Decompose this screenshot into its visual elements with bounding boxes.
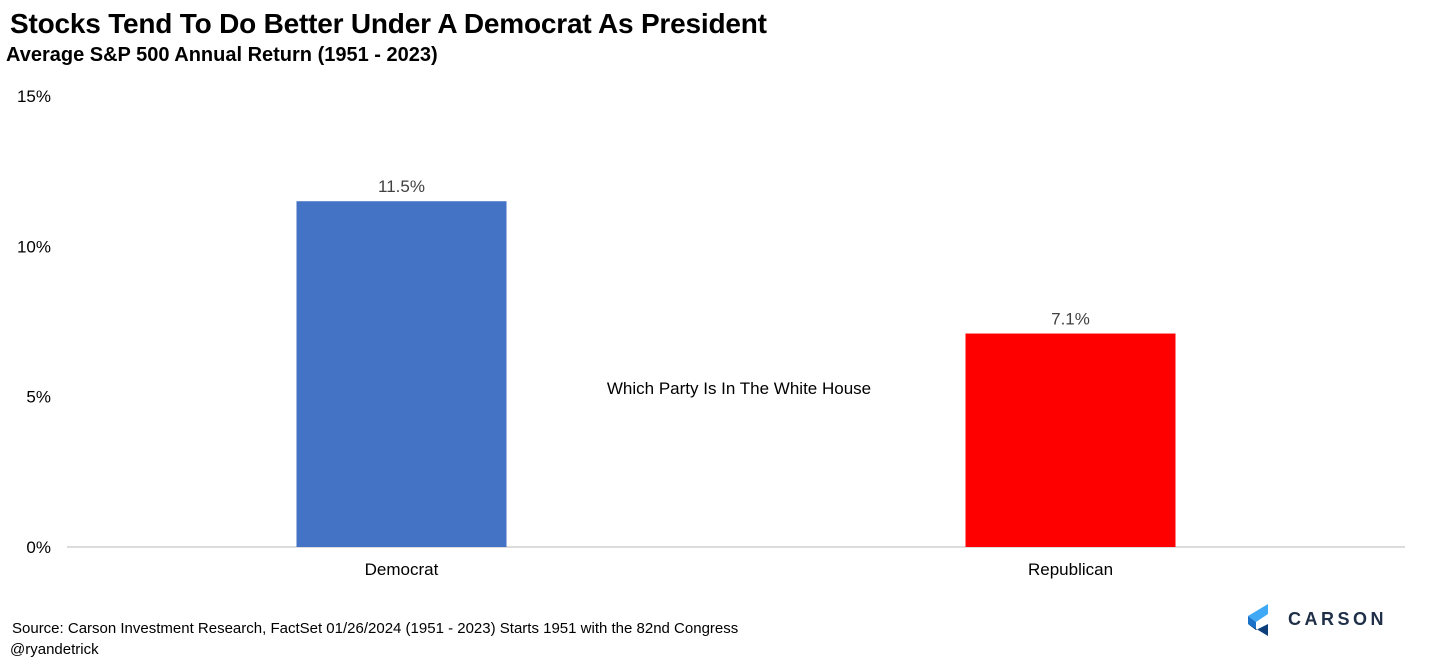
data-label-democrat: 11.5% (378, 177, 425, 196)
y-tick-label: 0% (26, 538, 51, 557)
x-tick-label-democrat: Democrat (365, 560, 439, 579)
bar-chart: 0% 5% 10% 15% 11.5% Democrat 7.1% Republican W… (17, 87, 1405, 579)
bar-democrat (296, 201, 507, 547)
carson-logo-text: CARSON (1288, 609, 1388, 629)
source-note: Source: Carson Investment Research, Fact… (12, 620, 739, 637)
chart-subtitle: Average S&P 500 Annual Return (1951 - 20… (6, 44, 438, 66)
carson-logo: CARSON (1246, 604, 1406, 640)
y-tick-label: 10% (17, 237, 51, 256)
x-axis-title: Which Party Is In The White House (607, 379, 871, 398)
carson-logo-icon (1248, 604, 1268, 636)
data-label-republican: 7.1% (1051, 310, 1090, 329)
bar-republican (965, 333, 1176, 547)
y-tick-label: 5% (26, 388, 51, 407)
chart-title: Stocks Tend To Do Better Under A Democra… (10, 8, 767, 39)
x-tick-label-republican: Republican (1028, 560, 1113, 579)
author-handle: @ryandetrick (10, 641, 99, 658)
y-tick-label: 15% (17, 87, 51, 106)
